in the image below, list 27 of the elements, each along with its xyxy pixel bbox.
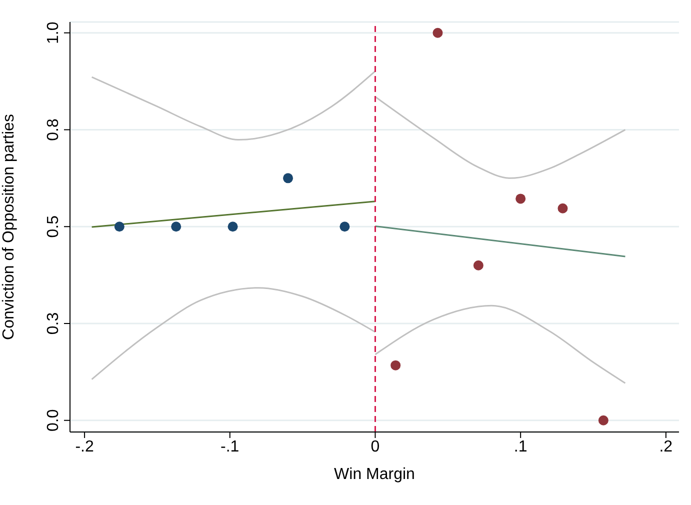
x-tick-label: -.2 xyxy=(75,438,94,456)
y-tick-label: 1.0 xyxy=(45,22,62,44)
point xyxy=(473,260,484,270)
point xyxy=(283,173,294,184)
point xyxy=(228,222,238,232)
point xyxy=(516,194,526,204)
y-axis-title: Conviction of Opposition parties xyxy=(0,114,18,340)
y-tick-label: 0.5 xyxy=(45,215,62,238)
point xyxy=(558,203,568,214)
point xyxy=(598,415,608,426)
x-axis-title: Win Margin xyxy=(334,466,415,483)
y-tick-label: 0.3 xyxy=(45,312,62,335)
line-series xyxy=(374,304,626,384)
x-tick-label: .1 xyxy=(514,438,528,456)
x-tick-label: -.1 xyxy=(220,438,240,456)
point xyxy=(171,222,182,232)
line-series xyxy=(91,287,376,380)
y-tick-label: 0.8 xyxy=(45,118,62,141)
line-series xyxy=(91,70,376,141)
y-tick-label: 0.0 xyxy=(45,409,62,432)
point xyxy=(390,360,401,370)
x-tick-label: .2 xyxy=(659,438,673,456)
point xyxy=(340,222,350,232)
line-series xyxy=(374,96,626,179)
point xyxy=(114,222,124,232)
x-tick-label: 0 xyxy=(370,438,380,456)
point xyxy=(432,28,443,38)
